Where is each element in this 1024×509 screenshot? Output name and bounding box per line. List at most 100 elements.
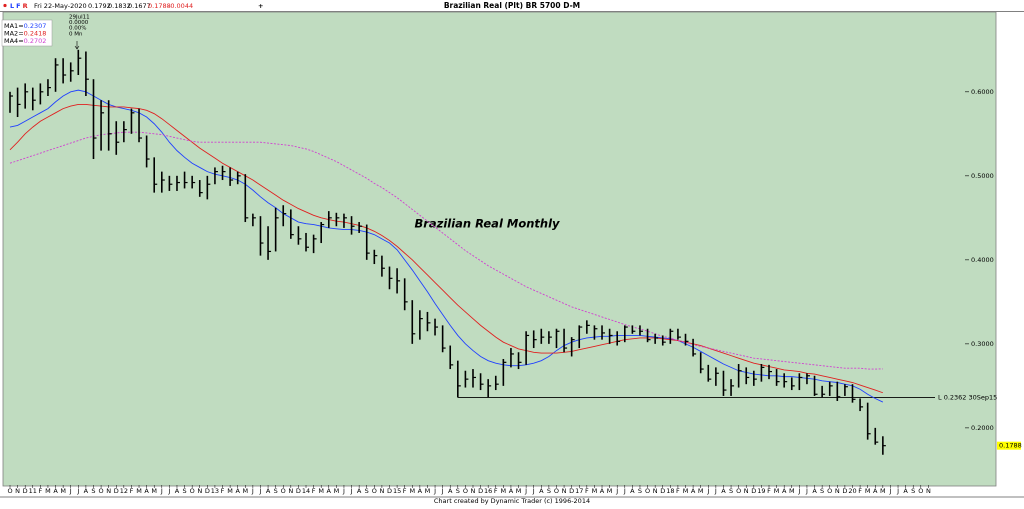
x-tick-label: J (797, 487, 800, 495)
x-tick-label: O (463, 487, 468, 495)
x-tick-label: 15 (393, 487, 401, 495)
x-tick-label: 18 (666, 487, 674, 495)
x-tick-label: O (736, 487, 741, 495)
add-button[interactable]: + (258, 2, 263, 10)
quote-value: 0.1792 (88, 2, 111, 10)
flag: F (16, 2, 20, 10)
x-tick-label: D (478, 487, 483, 495)
x-tick-label: O (99, 487, 104, 495)
x-tick-label: 12 (120, 487, 128, 495)
ma-line (9, 103, 884, 394)
x-tick-label: M (865, 487, 871, 495)
x-tick-label: A (721, 487, 726, 495)
x-tick-label: N (744, 487, 749, 495)
x-tick-label: A (144, 487, 149, 495)
x-tick-label: F (403, 487, 407, 495)
x-tick-label: N (288, 487, 293, 495)
x-tick-label: S (729, 487, 733, 495)
x-tick-label: 11 (29, 487, 37, 495)
x-tick-label: A (903, 487, 908, 495)
ma-line (9, 131, 883, 370)
x-tick-label: M (334, 487, 340, 495)
peak-note-line: 0 Mn (69, 31, 83, 37)
x-tick-label: J (350, 487, 353, 495)
x-tick-label: 16 (484, 487, 492, 495)
annotation: Brazilian Real Monthly (414, 217, 560, 231)
date: Fri 22-May-2020 (34, 2, 87, 10)
x-tick-label: S (820, 487, 824, 495)
x-tick-label: N (197, 487, 202, 495)
x-tick-label: F (585, 487, 589, 495)
x-tick-label: D (114, 487, 119, 495)
x-tick-label: J (251, 487, 254, 495)
x-tick-label: J (433, 487, 436, 495)
x-tick-label: M (60, 487, 66, 495)
x-tick-label: J (714, 487, 717, 495)
x-tick-label: A (691, 487, 696, 495)
x-tick-label: J (615, 487, 618, 495)
x-tick-label: N (15, 487, 20, 495)
quote-value: -0.0044 (168, 2, 193, 10)
x-tick-label: O (645, 487, 650, 495)
x-tick-label: F (312, 487, 316, 495)
x-tick-label: 20 (848, 487, 856, 495)
y-tick-label: 0.6000 (971, 88, 994, 96)
x-tick-label: D (296, 487, 301, 495)
x-tick-label: D (751, 487, 756, 495)
flag: R (23, 2, 28, 10)
x-tick-label: M (425, 487, 431, 495)
last-price-box (997, 441, 1021, 450)
x-tick-label: A (175, 487, 180, 495)
legend-entry: MA2=0.2418 (4, 30, 46, 38)
x-tick-label: A (812, 487, 817, 495)
x-tick-label: M (227, 487, 233, 495)
x-tick-label: D (660, 487, 665, 495)
x-tick-label: F (676, 487, 680, 495)
legend-value: 0.2702 (24, 37, 47, 45)
x-tick-label: M (607, 487, 613, 495)
x-tick-label: J (69, 487, 72, 495)
x-tick-label: D (387, 487, 392, 495)
x-tick-label: A (327, 487, 332, 495)
x-tick-label: O (7, 487, 12, 495)
x-tick-label: M (880, 487, 886, 495)
x-tick-label: M (789, 487, 795, 495)
x-tick-label: M (136, 487, 142, 495)
x-tick-label: N (562, 487, 567, 495)
x-tick-label: F (767, 487, 771, 495)
x-tick-label: F (858, 487, 862, 495)
x-tick-label: A (509, 487, 514, 495)
x-tick-label: N (835, 487, 840, 495)
peak-note-line: 29Jul11 (69, 15, 90, 21)
ma-line (9, 89, 884, 403)
x-tick-label: M (318, 487, 324, 495)
x-tick-label: D (205, 487, 210, 495)
x-tick-label: N (106, 487, 111, 495)
x-tick-label: D (842, 487, 847, 495)
x-tick-label: A (266, 487, 271, 495)
peak-note-line: 0.00% (69, 26, 86, 32)
x-tick-label: J (896, 487, 899, 495)
x-tick-label: A (539, 487, 544, 495)
x-tick-label: N (471, 487, 476, 495)
x-tick-label: 19 (757, 487, 765, 495)
x-tick-label: F (221, 487, 225, 495)
x-tick-label: S (638, 487, 642, 495)
x-tick-label: A (600, 487, 605, 495)
x-tick-label: J (167, 487, 170, 495)
x-tick-label: A (84, 487, 89, 495)
x-tick-label: M (242, 487, 248, 495)
x-tick-label: S (274, 487, 278, 495)
y-tick-label: 0.5000 (971, 172, 994, 180)
x-tick-label: F (38, 487, 42, 495)
quote-value: 0.1832 (108, 2, 131, 10)
quote-value: 0.1788 (148, 2, 171, 10)
x-tick-label: A (357, 487, 362, 495)
quote-value: 0.1677 (128, 2, 151, 10)
x-tick-label: O (918, 487, 923, 495)
x-tick-label: J (342, 487, 345, 495)
